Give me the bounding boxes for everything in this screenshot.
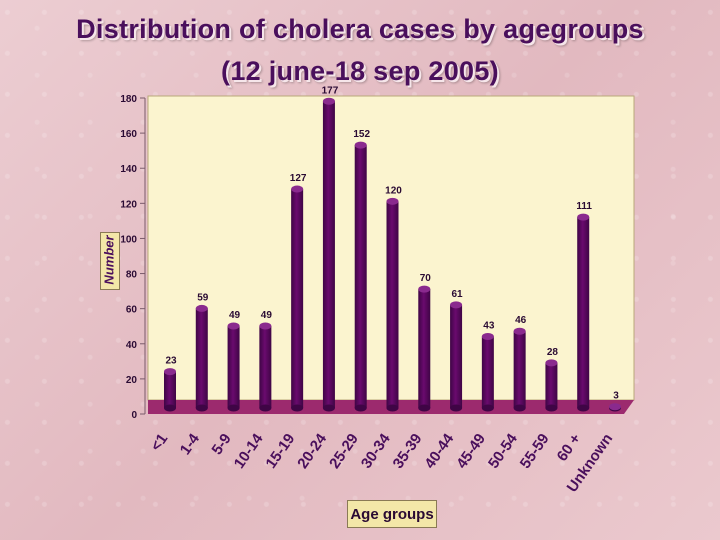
bar-base (450, 404, 463, 412)
bar-top (545, 359, 558, 367)
x-tick-label: 25-29 (326, 431, 362, 472)
bar-top (450, 301, 463, 309)
chart-subtitle: (12 june-18 sep 2005) (221, 56, 499, 86)
bar (195, 308, 208, 408)
y-tick-label: 120 (120, 199, 137, 210)
data-label: 3 (613, 391, 619, 402)
y-tick-label: 140 (120, 164, 137, 175)
data-label: 49 (229, 310, 241, 321)
data-label: 49 (261, 310, 273, 321)
y-tick-label: 40 (126, 340, 138, 351)
bar-base (418, 404, 431, 412)
bar-base (291, 404, 304, 412)
bar-top (513, 327, 526, 335)
bar-top (291, 185, 304, 193)
x-tick-label: 60 + (554, 430, 585, 464)
y-tick-label: 160 (120, 129, 137, 140)
data-label: 177 (322, 85, 339, 96)
bar (259, 325, 272, 408)
data-label: 46 (515, 315, 527, 326)
bar-top (386, 197, 399, 205)
chart-title: Distribution of cholera cases by agegrou… (76, 14, 644, 44)
bar-top (481, 333, 494, 341)
x-tick-label: 20-24 (294, 430, 330, 472)
y-tick-label: 60 (126, 305, 138, 316)
bar-base (227, 404, 240, 412)
bar (545, 362, 558, 408)
x-tick-label: 5-9 (208, 431, 234, 459)
data-label: 70 (420, 273, 432, 284)
bar (322, 101, 335, 409)
y-tick-label: 0 (131, 410, 137, 421)
bar-top (418, 285, 431, 293)
x-tick-label: 35-39 (390, 431, 426, 472)
bar-base (195, 404, 208, 412)
x-tick-label: <1 (148, 431, 172, 455)
data-label: 28 (547, 347, 559, 358)
x-tick-label: 10-14 (231, 430, 267, 472)
x-tick-label: 55-59 (517, 431, 553, 472)
bar-base (164, 404, 176, 412)
bar-base (259, 404, 272, 412)
bar (513, 331, 526, 408)
bar-base (545, 404, 558, 412)
data-label: 127 (290, 173, 307, 184)
bar-top (259, 322, 272, 330)
x-tick-label: 50-54 (485, 430, 521, 472)
bar (164, 371, 176, 408)
x-axis-label-box: Age groups (347, 500, 437, 528)
bar-base (513, 404, 526, 412)
data-label: 120 (385, 185, 402, 196)
y-tick-label: 100 (120, 234, 137, 245)
bar-base (354, 404, 367, 412)
bar-base (577, 404, 590, 412)
bar-top (164, 368, 176, 376)
bar (577, 217, 590, 408)
data-label: 61 (452, 289, 464, 300)
x-axis-label: Age groups (350, 505, 434, 523)
bar (450, 304, 463, 408)
bar (354, 145, 367, 408)
x-tick-label: 30-34 (358, 430, 394, 472)
data-label: 23 (165, 356, 177, 367)
y-tick-label: 180 (120, 94, 137, 105)
bar-base (322, 404, 335, 412)
y-tick-label: 80 (126, 270, 138, 281)
x-tick-label: 15-19 (262, 431, 298, 472)
x-tick-label: 40-44 (421, 430, 457, 472)
bar-top (354, 141, 367, 149)
bar-top (322, 97, 335, 105)
bar-top (227, 322, 240, 330)
y-tick-label: 20 (126, 375, 138, 386)
bar (418, 289, 431, 408)
bar (291, 189, 304, 408)
y-axis-label: Number (101, 235, 117, 285)
bar-base (481, 404, 494, 412)
data-label: 59 (197, 292, 209, 303)
data-label: 152 (353, 129, 370, 140)
data-label: 111 (576, 201, 592, 212)
y-axis-label-box (100, 232, 120, 290)
bar-top (609, 403, 621, 411)
x-tick-label: 45-49 (453, 431, 489, 472)
bar (481, 336, 494, 408)
data-label: 43 (483, 321, 495, 332)
bar-base (386, 404, 399, 412)
bar-top (195, 304, 208, 312)
bar (386, 201, 399, 408)
x-tick-label: 1-4 (177, 430, 204, 458)
bar (227, 325, 240, 408)
bar-top (577, 213, 590, 221)
